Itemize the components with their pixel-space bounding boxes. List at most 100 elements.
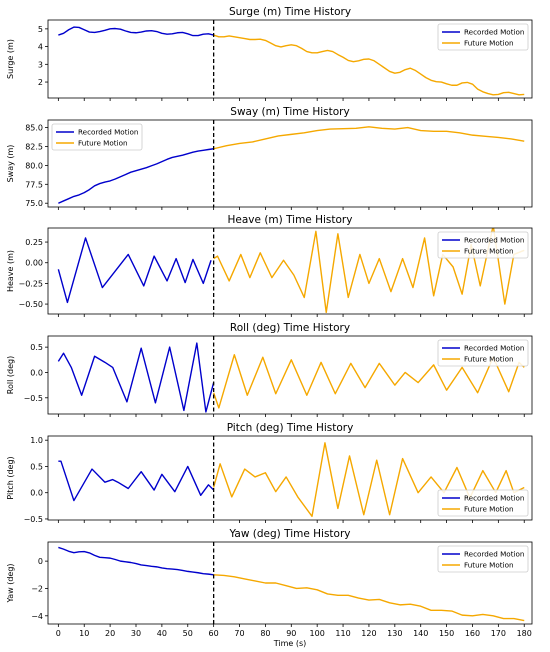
x-tick-label: 60 [209, 629, 219, 638]
series-line-future [213, 34, 525, 96]
legend-box [51, 123, 143, 151]
x-tick-label: 110 [335, 629, 350, 638]
legend-entry: Recorded Motion [464, 236, 524, 245]
x-tick-label: 130 [387, 629, 402, 638]
x-tick-label: 10 [79, 629, 89, 638]
y-tick-label: 2 [38, 78, 43, 87]
legend-box [437, 339, 529, 367]
series-line-recorded [57, 342, 215, 413]
y-tick-label: 75.0 [25, 199, 43, 208]
y-axis-label: Surge (m) [6, 39, 15, 79]
y-tick-label: −4 [31, 612, 43, 621]
x-tick-label: 90 [286, 629, 296, 638]
y-tick-label: 0.0 [30, 368, 43, 377]
chart-title: Sway (m) Time History [230, 106, 349, 118]
x-tick-label: 20 [105, 629, 115, 638]
y-axis-label: Yaw (deg) [6, 563, 15, 603]
chart-panel-5: Pitch (deg) Time History Pitch (deg) −0.5 0… [6, 422, 533, 524]
y-tick-label: 0.5 [30, 343, 43, 352]
series-line-future [212, 442, 525, 518]
series-line-recorded [57, 237, 212, 304]
chart-panel-6: Yaw (deg) Time History Yaw (deg) 0 10 20 30 40… [6, 528, 533, 638]
x-tick-label: 40 [157, 629, 167, 638]
y-tick-label: 0.0 [30, 489, 43, 498]
y-tick-label: 85.0 [25, 124, 43, 133]
legend: Recorded Motion Future Motion [437, 23, 529, 51]
legend-entry: Recorded Motion [464, 28, 524, 37]
x-tick-label: 80 [260, 629, 270, 638]
plot-frame [47, 335, 533, 415]
x-tick-label: 70 [234, 629, 244, 638]
series-line-future [213, 574, 525, 622]
chart-title: Yaw (deg) Time History [228, 528, 350, 540]
series-line-recorded [58, 26, 214, 37]
y-axis-label: Roll (deg) [6, 356, 15, 394]
legend-entry: Recorded Motion [464, 494, 524, 503]
plot-frame [47, 541, 533, 625]
y-tick-label: 4 [38, 43, 43, 52]
x-tick-label: 0 [56, 629, 61, 638]
y-tick-label: −0.5 [24, 394, 43, 403]
legend: Recorded Motion Future Motion [437, 339, 529, 367]
y-tick-label: 3 [38, 60, 43, 69]
legend-entry: Future Motion [464, 355, 514, 364]
chart-panel-4: Roll (deg) Time History Roll (deg) −0.5 0.0… [6, 322, 533, 417]
x-tick-label: 160 [465, 629, 480, 638]
y-tick-label: −0.5 [24, 515, 43, 524]
x-tick-label: 180 [517, 629, 532, 638]
plot-frame [47, 227, 533, 315]
y-axis-label: Pitch (deg) [6, 456, 15, 499]
y-tick-label: 0 [38, 557, 43, 566]
chart-title: Heave (m) Time History [228, 214, 353, 226]
y-tick-label: −0.50 [18, 300, 43, 309]
chart-title: Pitch (deg) Time History [227, 422, 354, 434]
x-tick-label: 170 [491, 629, 506, 638]
y-tick-label: 80.0 [25, 161, 43, 170]
legend-entry: Future Motion [464, 39, 514, 48]
x-tick-label: 30 [131, 629, 141, 638]
legend: Recorded Motion Future Motion [51, 123, 143, 151]
legend-entry: Recorded Motion [464, 344, 524, 353]
legend-entry: Recorded Motion [78, 128, 138, 137]
y-tick-label: 77.5 [25, 180, 43, 189]
series-line-future [212, 354, 525, 409]
x-tick-label: 100 [310, 629, 325, 638]
y-tick-label: 1.0 [30, 436, 43, 445]
chart-title: Roll (deg) Time History [230, 322, 350, 334]
y-tick-label: 0.5 [30, 462, 43, 471]
legend-box [437, 23, 529, 51]
x-tick-label: 150 [439, 629, 454, 638]
y-tick-label: 0.00 [25, 259, 43, 268]
legend-entry: Recorded Motion [464, 550, 524, 559]
series-line-future [213, 126, 525, 150]
y-axis-label: Heave (m) [6, 250, 15, 292]
legend-entry: Future Motion [78, 139, 128, 148]
legend-entry: Future Motion [464, 247, 514, 256]
legend-entry: Future Motion [464, 561, 514, 570]
x-tick-label: 50 [183, 629, 193, 638]
chart-title: Surge (m) Time History [229, 6, 351, 18]
y-tick-label: 5 [38, 25, 43, 34]
legend: Recorded Motion Future Motion [437, 545, 529, 573]
series-line-recorded [58, 148, 214, 204]
legend-box [437, 545, 529, 573]
y-axis-label: Sway (m) [6, 145, 15, 183]
chart-panel-3: Heave (m) Time History Heave (m)−0.50 −0.2… [6, 214, 533, 317]
x-axis-label: Time (s) [273, 639, 307, 648]
chart-panel-2: Sway (m) Time History Sway (m) 75.0 77.5 80.… [6, 106, 533, 210]
chart-panel-1: Surge (m) Time History Surge (m) 2 3 4 5 Recor… [6, 6, 533, 101]
y-tick-label: −0.25 [18, 279, 43, 288]
plot-frame [47, 435, 533, 521]
x-tick-label: 140 [413, 629, 428, 638]
legend-entry: Future Motion [464, 505, 514, 514]
y-tick-label: 82.5 [25, 142, 43, 151]
plot-frame [47, 19, 533, 99]
legend-box [437, 231, 529, 259]
x-tick-label: 120 [361, 629, 376, 638]
series-line-recorded [58, 460, 215, 502]
legend: Recorded Motion Future Motion [437, 489, 529, 517]
plot-frame [47, 119, 533, 208]
legend-box [437, 489, 529, 517]
series-line-recorded [58, 546, 214, 576]
